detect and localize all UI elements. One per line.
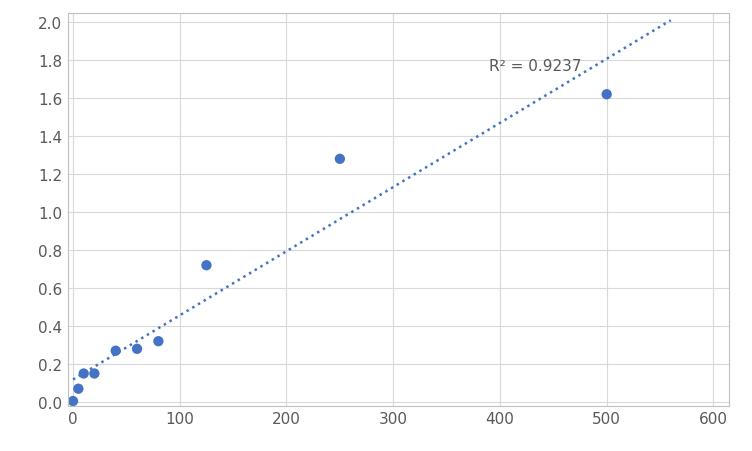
Point bbox=[67, 397, 79, 405]
Point bbox=[110, 347, 122, 354]
Point bbox=[601, 92, 613, 99]
Point bbox=[88, 370, 100, 377]
Point bbox=[153, 338, 165, 345]
Point bbox=[334, 156, 346, 163]
Point bbox=[201, 262, 213, 269]
Text: R² = 0.9237: R² = 0.9237 bbox=[490, 59, 582, 74]
Point bbox=[77, 370, 89, 377]
Point bbox=[131, 345, 143, 353]
Point bbox=[72, 385, 84, 392]
